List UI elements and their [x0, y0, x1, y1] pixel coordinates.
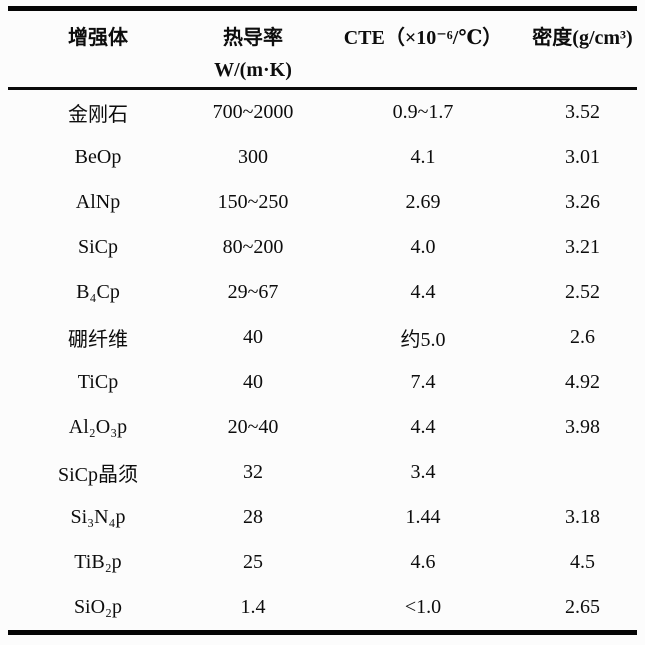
column-header-label: 热导率 [223, 27, 283, 49]
table-row: SiCp 80~200 4.0 3.21 [8, 225, 637, 270]
table-cell: 40 [243, 326, 263, 348]
table-cell: 700~2000 [212, 101, 294, 123]
table-row: SiCp晶须 32 3.4 [8, 450, 637, 495]
table-cell: 150~250 [217, 191, 289, 213]
table-row: 金刚石 700~2000 0.9~1.7 3.52 [8, 90, 637, 135]
table-cell: 7.4 [410, 371, 436, 393]
table-cell: 3.26 [565, 191, 600, 213]
column-header-reinforcement: 增强体 [8, 11, 188, 54]
table-cell: 4.1 [410, 146, 436, 168]
table-cell: 4.4 [410, 416, 436, 438]
table-cell: 4.92 [565, 371, 600, 393]
table-cell: B₄Cp [76, 281, 120, 303]
table-cell: 4.0 [410, 236, 436, 258]
table-row: AlNp 150~250 2.69 3.26 [8, 180, 637, 225]
table-cell: 3.4 [410, 461, 436, 483]
table-row: B₄Cp 29~67 4.4 2.52 [8, 270, 637, 315]
table-cell: 约5.0 [400, 329, 446, 351]
table-cell: 32 [243, 461, 263, 483]
table-cell: SiCp晶须 [57, 464, 139, 486]
table-cell: 28 [243, 506, 263, 528]
table-row: 硼纤维 40 约5.0 2.6 [8, 315, 637, 360]
table-cell: 20~40 [227, 416, 279, 438]
table-cell: 2.69 [405, 191, 441, 213]
column-header-label: 密度(g/cm³) [532, 27, 633, 49]
table-cell: 3.01 [565, 146, 600, 168]
table-row: TiCp 40 7.4 4.92 [8, 360, 637, 405]
column-header-label: 增强体 [68, 27, 128, 49]
table-cell: Al₂O₃p [68, 416, 128, 438]
column-header-unit: W/(m·K) [214, 59, 292, 81]
table-cell: 金刚石 [68, 104, 128, 126]
table-cell: 3.98 [565, 416, 600, 438]
table-cell: 2.52 [565, 281, 600, 303]
table-cell: 硼纤维 [68, 329, 128, 351]
column-header-cte: CTE（×10⁻⁶/℃） [318, 11, 528, 54]
table-cell: Si₃N₄p [70, 506, 126, 528]
reinforcement-properties-table: 增强体 热导率 W/(m·K) CTE（×10⁻⁶/℃） 密度(g/cm³) 金… [8, 6, 637, 635]
table-cell: 29~67 [227, 281, 279, 303]
table-body: 金刚石 700~2000 0.9~1.7 3.52 BeOp 300 4.1 3.01 AlNp… [8, 90, 637, 630]
table-cell: 2.6 [570, 326, 595, 348]
table-cell: 300 [238, 146, 268, 168]
column-header-label: CTE（×10⁻⁶/℃） [343, 27, 503, 49]
table-cell: <1.0 [404, 596, 442, 618]
table-cell: TiB₂p [74, 551, 122, 573]
table-row: SiO₂p 1.4 <1.0 2.65 [8, 585, 637, 630]
table-cell: BeOp [74, 146, 122, 168]
table-row: TiB₂p 25 4.6 4.5 [8, 540, 637, 585]
table-row: Al₂O₃p 20~40 4.4 3.98 [8, 405, 637, 450]
table-cell: 4.5 [570, 551, 595, 573]
table-cell: 40 [243, 371, 263, 393]
table-cell: AlNp [75, 191, 121, 213]
column-header-density: 密度(g/cm³) [528, 11, 637, 54]
table-cell: TiCp [77, 371, 119, 393]
table-cell: 1.4 [240, 596, 266, 618]
table-cell: 80~200 [222, 236, 284, 258]
table-cell: 1.44 [405, 506, 441, 528]
table-cell: 2.65 [565, 596, 600, 618]
table-cell: 3.52 [565, 101, 600, 123]
table-cell: 3.21 [565, 236, 600, 258]
table-cell: 25 [243, 551, 263, 573]
table-cell: 0.9~1.7 [392, 101, 454, 123]
table-cell: 3.18 [565, 506, 600, 528]
table-row: Si₃N₄p 28 1.44 3.18 [8, 495, 637, 540]
table-cell: SiCp [77, 236, 119, 258]
table-cell: 4.6 [410, 551, 436, 573]
table-cell: 4.4 [410, 281, 436, 303]
table-header-row: 增强体 热导率 W/(m·K) CTE（×10⁻⁶/℃） 密度(g/cm³) [8, 11, 637, 90]
column-header-thermal-conductivity: 热导率 W/(m·K) [188, 11, 318, 86]
table-row: BeOp 300 4.1 3.01 [8, 135, 637, 180]
table-cell: SiO₂p [73, 596, 123, 618]
